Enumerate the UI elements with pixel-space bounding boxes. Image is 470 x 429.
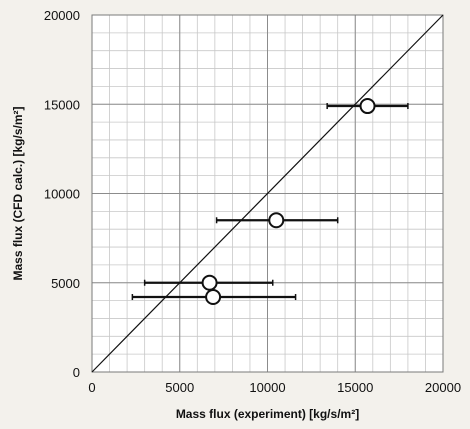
x-axis-title: Mass flux (experiment) [kg/s/m²] (176, 407, 359, 421)
data-point-marker (205, 289, 222, 306)
y-tick-labels: 0 5000 10000 15000 20000 (44, 8, 80, 380)
identity-line (91, 14, 444, 373)
y-tick-label: 20000 (44, 8, 80, 23)
x-tick-labels: 0 5000 10000 15000 20000 (88, 380, 461, 395)
plot-border (91, 14, 444, 373)
x-tick-label: 15000 (337, 380, 373, 395)
x-tick-label: 0 (88, 380, 95, 395)
x-tick-label: 5000 (165, 380, 194, 395)
data-point-marker (359, 98, 376, 115)
data-point-marker (268, 212, 285, 229)
y-tick-label: 10000 (44, 187, 80, 202)
x-tick-label: 20000 (425, 380, 461, 395)
x-tick-label: 10000 (249, 380, 285, 395)
data-point-marker (201, 274, 218, 291)
y-tick-label: 0 (73, 365, 80, 380)
data-points (201, 98, 376, 306)
y-axis-title: Mass flux (CFD calc.) [kg/s/m²] (11, 106, 25, 280)
y-tick-label: 15000 (44, 97, 80, 112)
y-tick-label: 5000 (51, 276, 80, 291)
